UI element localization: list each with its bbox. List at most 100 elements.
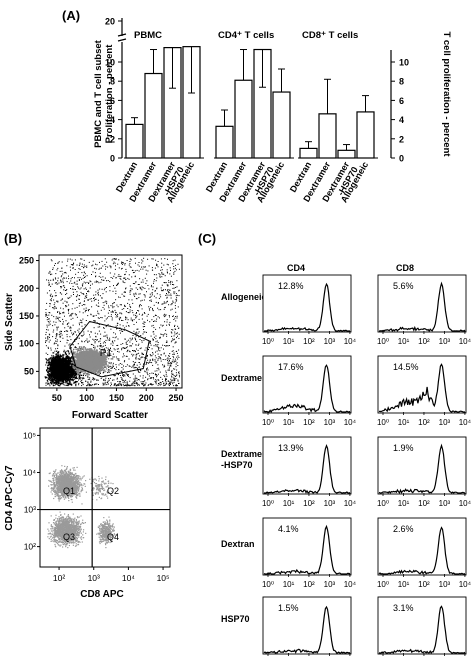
event-dot bbox=[45, 362, 48, 364]
event-dot bbox=[73, 374, 75, 376]
event-dot bbox=[79, 371, 81, 374]
event-dot bbox=[45, 364, 47, 366]
event-dot bbox=[73, 378, 75, 380]
event-dot bbox=[124, 282, 126, 284]
event-dot bbox=[93, 379, 95, 381]
event-dot bbox=[53, 299, 55, 301]
event-dot bbox=[60, 373, 62, 375]
event-dot bbox=[177, 335, 178, 337]
event-dot bbox=[156, 345, 158, 347]
event-dot bbox=[142, 365, 144, 367]
event-dot bbox=[47, 364, 50, 366]
right-y-tick-label: 8 bbox=[399, 77, 404, 87]
event-dot bbox=[56, 350, 58, 352]
event-dot bbox=[63, 381, 65, 384]
event-dot bbox=[110, 382, 112, 384]
event-dot bbox=[175, 320, 177, 322]
event-dot bbox=[103, 327, 105, 329]
event-dot bbox=[138, 293, 140, 295]
event-dot bbox=[56, 377, 58, 379]
event-dot bbox=[135, 335, 137, 337]
event-dot bbox=[117, 344, 119, 346]
event-dot bbox=[122, 343, 124, 345]
event-dot bbox=[159, 336, 161, 338]
event-dot bbox=[112, 290, 114, 292]
event-dot bbox=[166, 290, 168, 292]
event-dot bbox=[75, 314, 77, 316]
event-dot bbox=[57, 301, 59, 303]
event-dot bbox=[115, 312, 117, 314]
event-dot bbox=[76, 264, 78, 266]
event-dot bbox=[119, 375, 121, 376]
event-dot bbox=[115, 356, 117, 358]
event-dot bbox=[66, 356, 68, 358]
event-dot bbox=[163, 382, 165, 384]
event-dot bbox=[169, 362, 171, 364]
event-dot bbox=[65, 289, 67, 291]
event-dot bbox=[55, 361, 57, 363]
event-dot bbox=[170, 380, 172, 382]
event-dot bbox=[66, 362, 68, 364]
event-dot bbox=[131, 288, 133, 290]
event-dot bbox=[162, 303, 164, 305]
event-dot bbox=[53, 329, 55, 331]
event-dot bbox=[49, 294, 51, 296]
event-dot bbox=[112, 277, 114, 279]
event-dot bbox=[70, 368, 72, 370]
event-dot bbox=[50, 374, 53, 377]
event-dot bbox=[148, 308, 150, 310]
event-dot bbox=[160, 354, 162, 356]
event-dot bbox=[110, 368, 112, 369]
event-dot bbox=[47, 374, 49, 376]
axis-break-mark bbox=[117, 33, 127, 37]
event-dot bbox=[113, 384, 115, 386]
event-dot bbox=[118, 296, 119, 298]
event-dot bbox=[153, 279, 155, 280]
event-dot bbox=[134, 337, 136, 339]
event-dot bbox=[132, 302, 134, 304]
event-dot bbox=[55, 356, 57, 358]
event-dot bbox=[80, 335, 82, 337]
event-dot bbox=[99, 272, 101, 274]
event-dot bbox=[62, 323, 64, 325]
event-dot bbox=[89, 383, 90, 385]
event-dot bbox=[71, 370, 74, 372]
event-dot bbox=[159, 276, 161, 278]
event-dot bbox=[82, 277, 84, 279]
event-dot bbox=[69, 381, 71, 383]
event-dot bbox=[135, 377, 137, 379]
event-dot bbox=[48, 312, 50, 313]
event-dot bbox=[136, 340, 138, 342]
left-y-tick-label: 6 bbox=[110, 96, 115, 106]
event-dot bbox=[50, 347, 52, 349]
event-dot bbox=[111, 367, 113, 369]
event-dot bbox=[146, 273, 148, 275]
event-dot bbox=[54, 379, 56, 382]
event-dot bbox=[63, 377, 65, 379]
event-dot bbox=[65, 272, 67, 274]
event-dot bbox=[50, 359, 52, 361]
event-dot bbox=[94, 378, 96, 380]
event-dot bbox=[83, 333, 85, 335]
event-dot bbox=[122, 325, 124, 327]
event-dot bbox=[171, 379, 173, 381]
event-dot bbox=[55, 282, 57, 283]
event-dot bbox=[165, 302, 167, 304]
event-dot bbox=[103, 289, 105, 291]
event-dot bbox=[95, 298, 97, 300]
event-dot bbox=[129, 377, 131, 379]
event-dot bbox=[170, 365, 172, 367]
event-dot bbox=[57, 375, 59, 377]
event-dot bbox=[58, 282, 60, 284]
event-dot bbox=[124, 338, 126, 340]
event-dot bbox=[69, 371, 71, 373]
event-dot bbox=[104, 383, 106, 385]
event-dot bbox=[67, 260, 69, 262]
event-dot bbox=[144, 321, 146, 323]
event-dot bbox=[162, 290, 164, 292]
event-dot bbox=[65, 320, 67, 322]
event-dot bbox=[164, 385, 166, 386]
event-dot bbox=[92, 315, 94, 317]
event-dot bbox=[122, 381, 124, 383]
event-dot bbox=[55, 364, 57, 366]
